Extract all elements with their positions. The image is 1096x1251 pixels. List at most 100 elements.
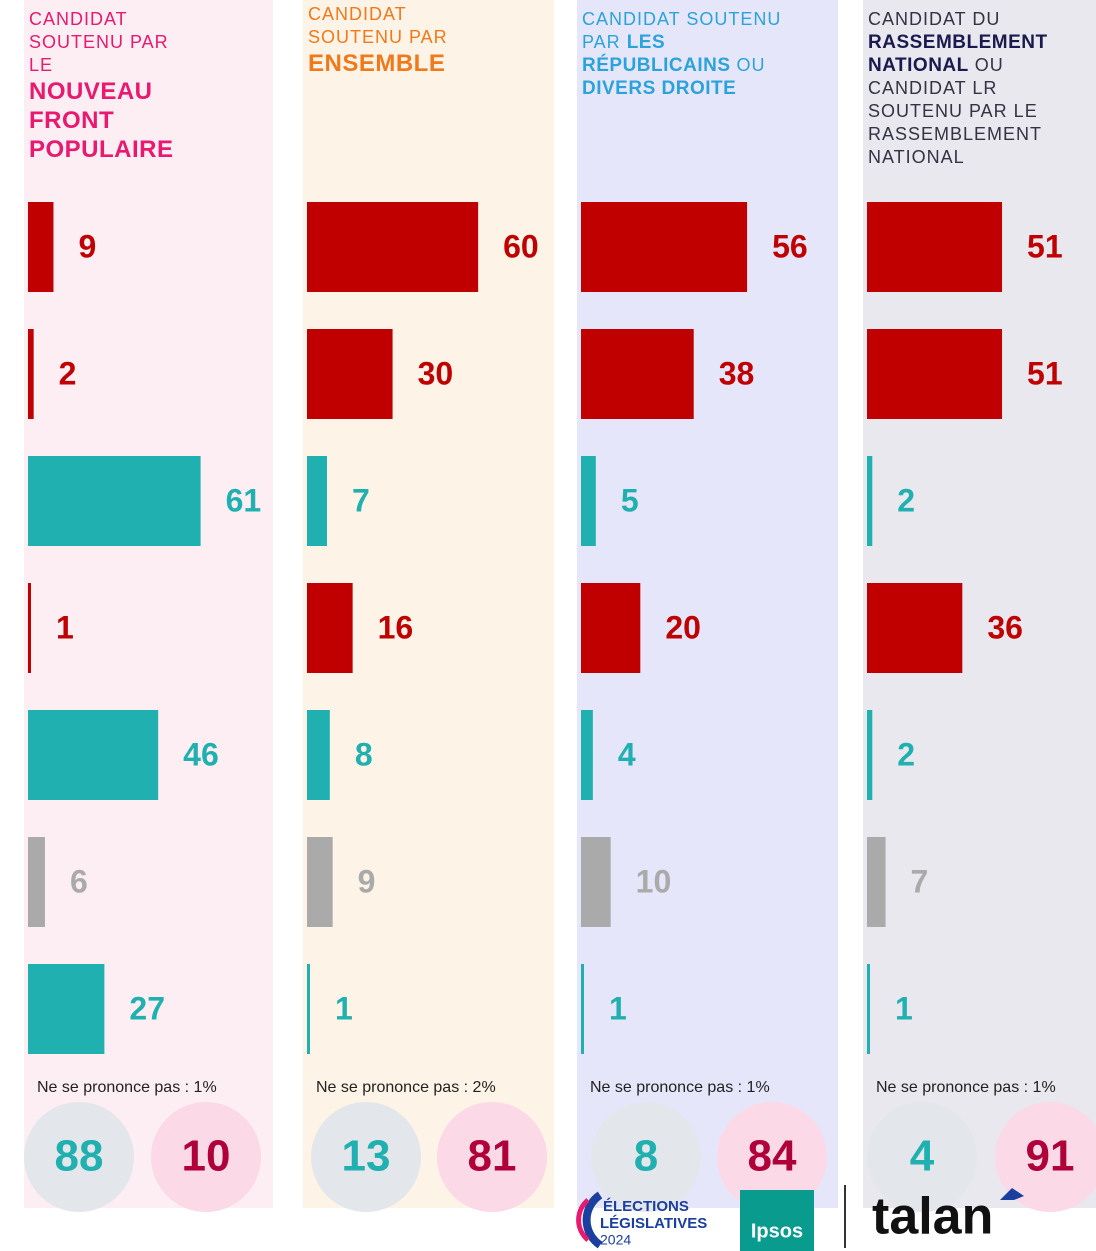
value-label: 1 — [895, 990, 913, 1026]
value-label: 9 — [78, 228, 96, 264]
bar — [867, 837, 886, 927]
bar — [581, 837, 611, 927]
bar — [867, 456, 873, 546]
value-label: 9 — [358, 863, 376, 899]
value-label: 6 — [70, 863, 88, 899]
bar — [581, 964, 584, 1054]
value-label: 10 — [636, 863, 672, 899]
header-text: RASSEMBLEMENT NATIONAL — [868, 32, 1048, 76]
summary-value: 13 — [342, 1132, 391, 1181]
header-text: CANDIDAT SOUTENU PAR — [582, 9, 782, 52]
summary-value: 4 — [910, 1132, 935, 1181]
bar — [581, 329, 694, 419]
logo-text: ÉLECTIONS — [603, 1198, 689, 1215]
bar — [28, 964, 105, 1054]
bar — [867, 583, 963, 673]
header-text: OU CANDIDAT LR SOUTENU PAR LE RASSEMBLEM… — [868, 55, 1042, 167]
value-label: 1 — [609, 990, 627, 1026]
header-text: LES RÉPUBLICAINS — [582, 32, 731, 76]
panel-header: CANDIDAT SOUTENU PAR LES RÉPUBLICAINS OU… — [582, 8, 787, 100]
bar — [28, 710, 159, 800]
panel-header: CANDIDAT DU RASSEMBLEMENT NATIONAL OU CA… — [868, 8, 1058, 169]
note: Ne se prononce pas : 1% — [37, 1079, 217, 1096]
header-text: NOUVEAU FRONT POPULAIRE — [29, 78, 174, 163]
summary-value: 81 — [468, 1132, 517, 1181]
logo-text: 2024 — [600, 1232, 631, 1248]
bar — [867, 710, 873, 800]
talan-mark — [1000, 1188, 1024, 1200]
bar — [581, 583, 641, 673]
summary-circle — [867, 1102, 977, 1212]
value-label: 36 — [987, 609, 1023, 645]
bar — [307, 583, 353, 673]
bar — [28, 583, 31, 673]
bar — [28, 329, 34, 419]
summary-value: 91 — [1026, 1132, 1075, 1181]
logo-text: LÉGISLATIVES — [600, 1215, 707, 1232]
summary-value: 84 — [748, 1132, 797, 1181]
value-label: 51 — [1027, 355, 1063, 391]
bar — [28, 202, 54, 292]
bar — [307, 964, 310, 1054]
header-text: DIVERS DROITE — [582, 78, 737, 99]
bar — [581, 710, 593, 800]
header-text: ENSEMBLE — [308, 50, 446, 77]
value-label: 16 — [378, 609, 414, 645]
summary-circle — [151, 1102, 261, 1212]
summary-circle — [437, 1102, 547, 1212]
value-label: 27 — [129, 990, 165, 1026]
value-label: 2 — [897, 736, 915, 772]
value-label: 5 — [621, 482, 639, 518]
logo-arc — [576, 1198, 590, 1242]
summary-circle — [717, 1102, 827, 1212]
bar — [307, 710, 330, 800]
note: Ne se prononce pas : 1% — [590, 1079, 770, 1096]
bar — [307, 202, 479, 292]
bar — [28, 456, 201, 546]
ipsos-logo — [740, 1190, 814, 1251]
value-label: 51 — [1027, 228, 1063, 264]
logo-arc — [582, 1191, 603, 1249]
bar — [307, 837, 333, 927]
value-label: 8 — [355, 736, 373, 772]
summary-circle — [995, 1102, 1096, 1212]
value-label: 7 — [911, 863, 929, 899]
header-text: CANDIDAT SOUTENU PAR — [308, 4, 448, 47]
summary-circle — [591, 1102, 701, 1212]
value-label: 61 — [226, 482, 262, 518]
value-label: 20 — [665, 609, 701, 645]
value-label: 7 — [352, 482, 370, 518]
value-label: 60 — [503, 228, 539, 264]
note: Ne se prononce pas : 2% — [316, 1079, 496, 1096]
note: Ne se prononce pas : 1% — [876, 1079, 1056, 1096]
summary-value: 88 — [55, 1132, 104, 1181]
header-text: CANDIDAT DU — [868, 9, 1001, 29]
value-label: 1 — [335, 990, 353, 1026]
summary-value: 10 — [182, 1132, 231, 1181]
bar — [581, 456, 596, 546]
bar — [581, 202, 748, 292]
value-label: 2 — [59, 355, 77, 391]
summary-circle — [24, 1102, 134, 1212]
bar — [307, 329, 393, 419]
summary-value: 8 — [634, 1132, 658, 1181]
bar — [307, 456, 327, 546]
panel-header: CANDIDAT SOUTENU PAR LE NOUVEAU FRONT PO… — [29, 8, 179, 164]
value-label: 1 — [56, 609, 74, 645]
bar — [867, 964, 870, 1054]
summary-circle — [311, 1102, 421, 1212]
value-label: 38 — [719, 355, 755, 391]
bar — [28, 837, 45, 927]
header-text: CANDIDAT SOUTENU PAR LE — [29, 9, 169, 75]
panel-header: CANDIDAT SOUTENU PAR ENSEMBLE — [308, 3, 458, 78]
value-label: 4 — [618, 736, 636, 772]
ipsos-text: Ipsos — [751, 1220, 803, 1242]
value-label: 2 — [897, 482, 915, 518]
value-label: 30 — [418, 355, 454, 391]
value-label: 46 — [183, 736, 219, 772]
value-label: 56 — [772, 228, 808, 264]
bar — [867, 202, 1003, 292]
header-text: OU — [736, 55, 766, 75]
